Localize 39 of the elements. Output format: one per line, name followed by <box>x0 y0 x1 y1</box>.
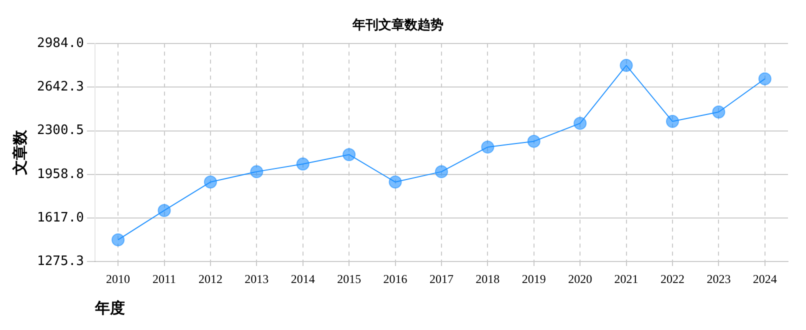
chart-title: 年刊文章数趋势 <box>352 17 444 34</box>
x-tick-label: 2016 <box>383 272 408 286</box>
point <box>250 165 264 178</box>
x-tick-label: 2021 <box>614 272 638 286</box>
x-tick-label: 2013 <box>244 272 269 286</box>
point <box>112 233 125 246</box>
x-tick-label: 2011 <box>152 272 176 286</box>
x-axis-title: 年度 <box>94 298 125 317</box>
point <box>758 72 772 86</box>
x-tick-label: 2020 <box>568 272 592 286</box>
x-tick-label: 2018 <box>476 272 500 286</box>
y-tick-label: 2300.5 <box>36 123 84 138</box>
x-tick-label: 2014 <box>290 272 315 286</box>
y-tick-label: 1275.3 <box>36 254 84 269</box>
x-tick-label: 2015 <box>337 272 362 286</box>
x-tick-label: 2024 <box>752 272 777 286</box>
x-tick-label: 2012 <box>198 272 222 286</box>
point <box>388 176 402 189</box>
x-tick-label: 2022 <box>660 272 684 286</box>
y-tick-label: 2984.0 <box>36 36 84 51</box>
y-tick-label: 2642.3 <box>36 80 84 95</box>
y-axis-title: 文章数 <box>10 129 29 176</box>
point <box>158 204 171 217</box>
point <box>296 158 310 171</box>
x-tick-label: 2019 <box>522 272 546 286</box>
point <box>574 116 587 130</box>
point <box>481 140 494 154</box>
point <box>342 148 356 162</box>
x-tick-label: 2017 <box>429 272 454 286</box>
point <box>712 105 726 118</box>
point <box>620 58 633 72</box>
point <box>204 176 217 189</box>
y-tick-label: 1617.0 <box>36 210 84 226</box>
x-tick-label: 2010 <box>106 272 130 286</box>
point <box>434 165 448 178</box>
point <box>527 134 540 148</box>
point <box>666 114 679 128</box>
x-tick-label: 2023 <box>706 272 731 286</box>
y-tick-label: 1958.8 <box>36 166 84 182</box>
